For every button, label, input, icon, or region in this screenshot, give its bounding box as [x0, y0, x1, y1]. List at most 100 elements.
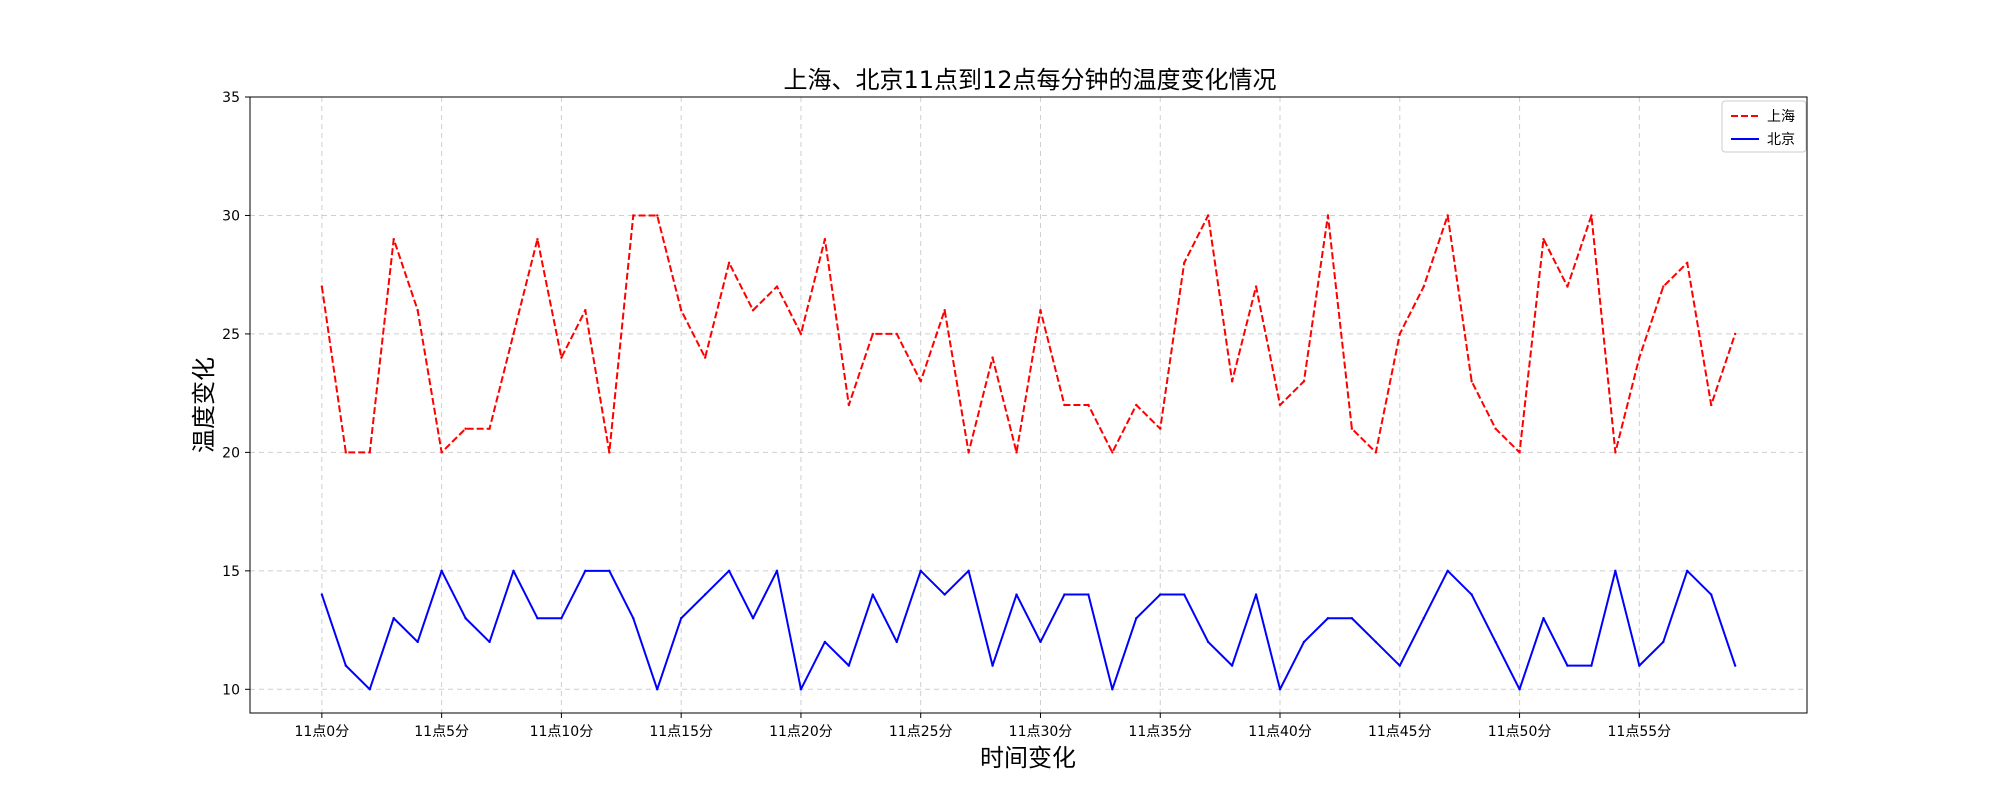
- legend-label-shanghai: 上海: [1767, 109, 1795, 125]
- data-point: [1686, 261, 1689, 265]
- data-point: [919, 569, 922, 573]
- data-point: [1039, 640, 1042, 644]
- data-point: [584, 309, 587, 312]
- data-point: [967, 451, 970, 454]
- y-tick-label: 15: [222, 564, 240, 580]
- x-tick-label: 11点20分: [769, 724, 833, 740]
- data-point: [895, 640, 898, 644]
- data-point: [1446, 569, 1449, 573]
- data-point: [464, 617, 467, 620]
- data-point: [560, 617, 563, 620]
- axis-ticks: 10 15 20 25 30 35 11点0分 11点5分 11点10分 11点15分 11点20分…: [222, 90, 1671, 740]
- x-tick-label: 11点35分: [1128, 724, 1192, 740]
- x-axis-label: 时间变化: [980, 744, 1076, 772]
- data-point: [1566, 664, 1569, 667]
- data-point: [416, 309, 419, 312]
- data-point: [1590, 214, 1593, 217]
- data-point: [847, 403, 851, 407]
- data-point: [1087, 593, 1090, 596]
- data-point: [560, 356, 563, 359]
- data-point: [823, 640, 827, 644]
- data-point: [1254, 285, 1258, 288]
- data-point: [1638, 664, 1641, 667]
- data-point: [1015, 593, 1018, 596]
- data-point: [584, 569, 587, 573]
- data-point: [1254, 593, 1258, 596]
- data-point: [1398, 664, 1401, 667]
- data-point: [1422, 285, 1425, 288]
- data-point: [1566, 285, 1569, 288]
- data-point: [727, 261, 731, 265]
- data-point: [967, 569, 970, 573]
- data-point: [368, 451, 371, 454]
- data-point: [703, 356, 707, 359]
- data-point: [943, 309, 946, 312]
- data-point: [1111, 451, 1114, 454]
- series-layer: [320, 214, 1737, 691]
- data-point: [1422, 617, 1425, 620]
- x-tick-label: 11点55分: [1608, 724, 1672, 740]
- y-tick-label: 35: [222, 90, 240, 106]
- data-point: [1326, 617, 1330, 620]
- data-point: [1135, 617, 1138, 620]
- y-tick-label: 25: [222, 327, 240, 343]
- data-point: [991, 664, 994, 667]
- data-point: [1470, 380, 1473, 383]
- data-point: [1733, 332, 1737, 336]
- data-point: [608, 569, 611, 573]
- plot-area-frame: [249, 96, 1808, 714]
- data-point: [1015, 451, 1018, 454]
- chart-title: 上海、北京11点到12点每分钟的温度变化情况: [783, 66, 1276, 94]
- data-point: [751, 617, 755, 620]
- data-point: [1709, 403, 1713, 407]
- data-point: [320, 285, 324, 288]
- data-point: [1302, 380, 1306, 383]
- data-point: [608, 451, 611, 454]
- data-point: [440, 451, 443, 454]
- data-point: [512, 569, 515, 573]
- data-point: [775, 569, 779, 573]
- data-point: [703, 593, 707, 596]
- data-point: [1590, 664, 1593, 667]
- data-point: [320, 593, 324, 596]
- data-point: [1638, 356, 1641, 359]
- data-point: [536, 237, 539, 241]
- data-point: [440, 569, 443, 573]
- x-tick-label: 11点50分: [1488, 724, 1552, 740]
- data-point: [1230, 664, 1234, 667]
- x-tick-label: 11点25分: [889, 724, 953, 740]
- data-point: [656, 214, 659, 217]
- data-point: [1039, 309, 1042, 312]
- data-point: [416, 640, 419, 644]
- data-point: [464, 427, 467, 430]
- data-point: [1087, 403, 1090, 407]
- data-point: [871, 593, 874, 596]
- data-point: [1350, 427, 1354, 430]
- data-point: [1135, 403, 1138, 407]
- data-point: [632, 617, 635, 620]
- grid-lines: [250, 96, 1807, 713]
- data-point: [1494, 640, 1497, 644]
- y-tick-label: 10: [222, 682, 240, 698]
- data-point: [1398, 332, 1401, 336]
- x-tick-label: 11点40分: [1248, 724, 1312, 740]
- data-point: [1518, 688, 1521, 691]
- data-point: [488, 640, 491, 644]
- data-point: [1326, 214, 1330, 217]
- data-point: [1183, 261, 1186, 265]
- data-point: [871, 332, 874, 336]
- data-point: [1542, 617, 1545, 620]
- data-point: [943, 593, 946, 596]
- x-tick-label: 11点45分: [1368, 724, 1432, 740]
- series-line: [320, 569, 1737, 691]
- data-point: [1159, 593, 1162, 596]
- data-point: [991, 356, 994, 359]
- data-point: [1206, 214, 1210, 217]
- data-point: [679, 309, 683, 312]
- data-point: [1374, 640, 1378, 644]
- x-tick-label: 11点10分: [530, 724, 594, 740]
- data-point: [775, 285, 779, 288]
- data-point: [1733, 664, 1737, 667]
- data-point: [512, 332, 515, 336]
- data-point: [1278, 688, 1282, 691]
